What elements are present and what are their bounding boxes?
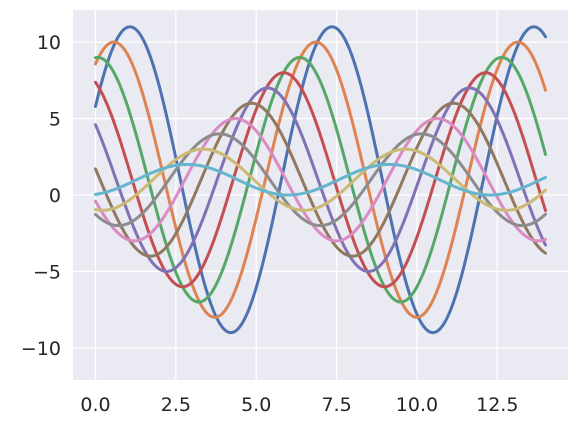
series-line-3 [94, 55, 547, 304]
y-tick-label: −5 [33, 261, 61, 283]
series-line-10 [94, 162, 547, 197]
series-line-7 [94, 117, 547, 243]
y-tick-label: 10 [37, 32, 61, 54]
series-line-1 [94, 25, 547, 335]
x-tick-label: 2.5 [161, 394, 191, 416]
x-tick-label: 5.0 [241, 394, 271, 416]
series-lines [94, 25, 547, 335]
tick-labels: 0.0 2.5 5.0 7.5 10.0 12.5 10 5 0 −5 −10 [21, 32, 519, 416]
x-tick-label: 12.5 [476, 394, 518, 416]
x-tick-label: 10.0 [396, 394, 438, 416]
y-tick-label: 5 [49, 109, 61, 131]
x-tick-label: 7.5 [321, 394, 351, 416]
series-line-4 [94, 71, 547, 289]
y-tick-label: −10 [21, 338, 61, 360]
series-line-6 [94, 101, 547, 258]
y-tick-label: 0 [49, 185, 61, 207]
x-tick-label: 0.0 [80, 394, 110, 416]
series-line-8 [94, 132, 547, 228]
